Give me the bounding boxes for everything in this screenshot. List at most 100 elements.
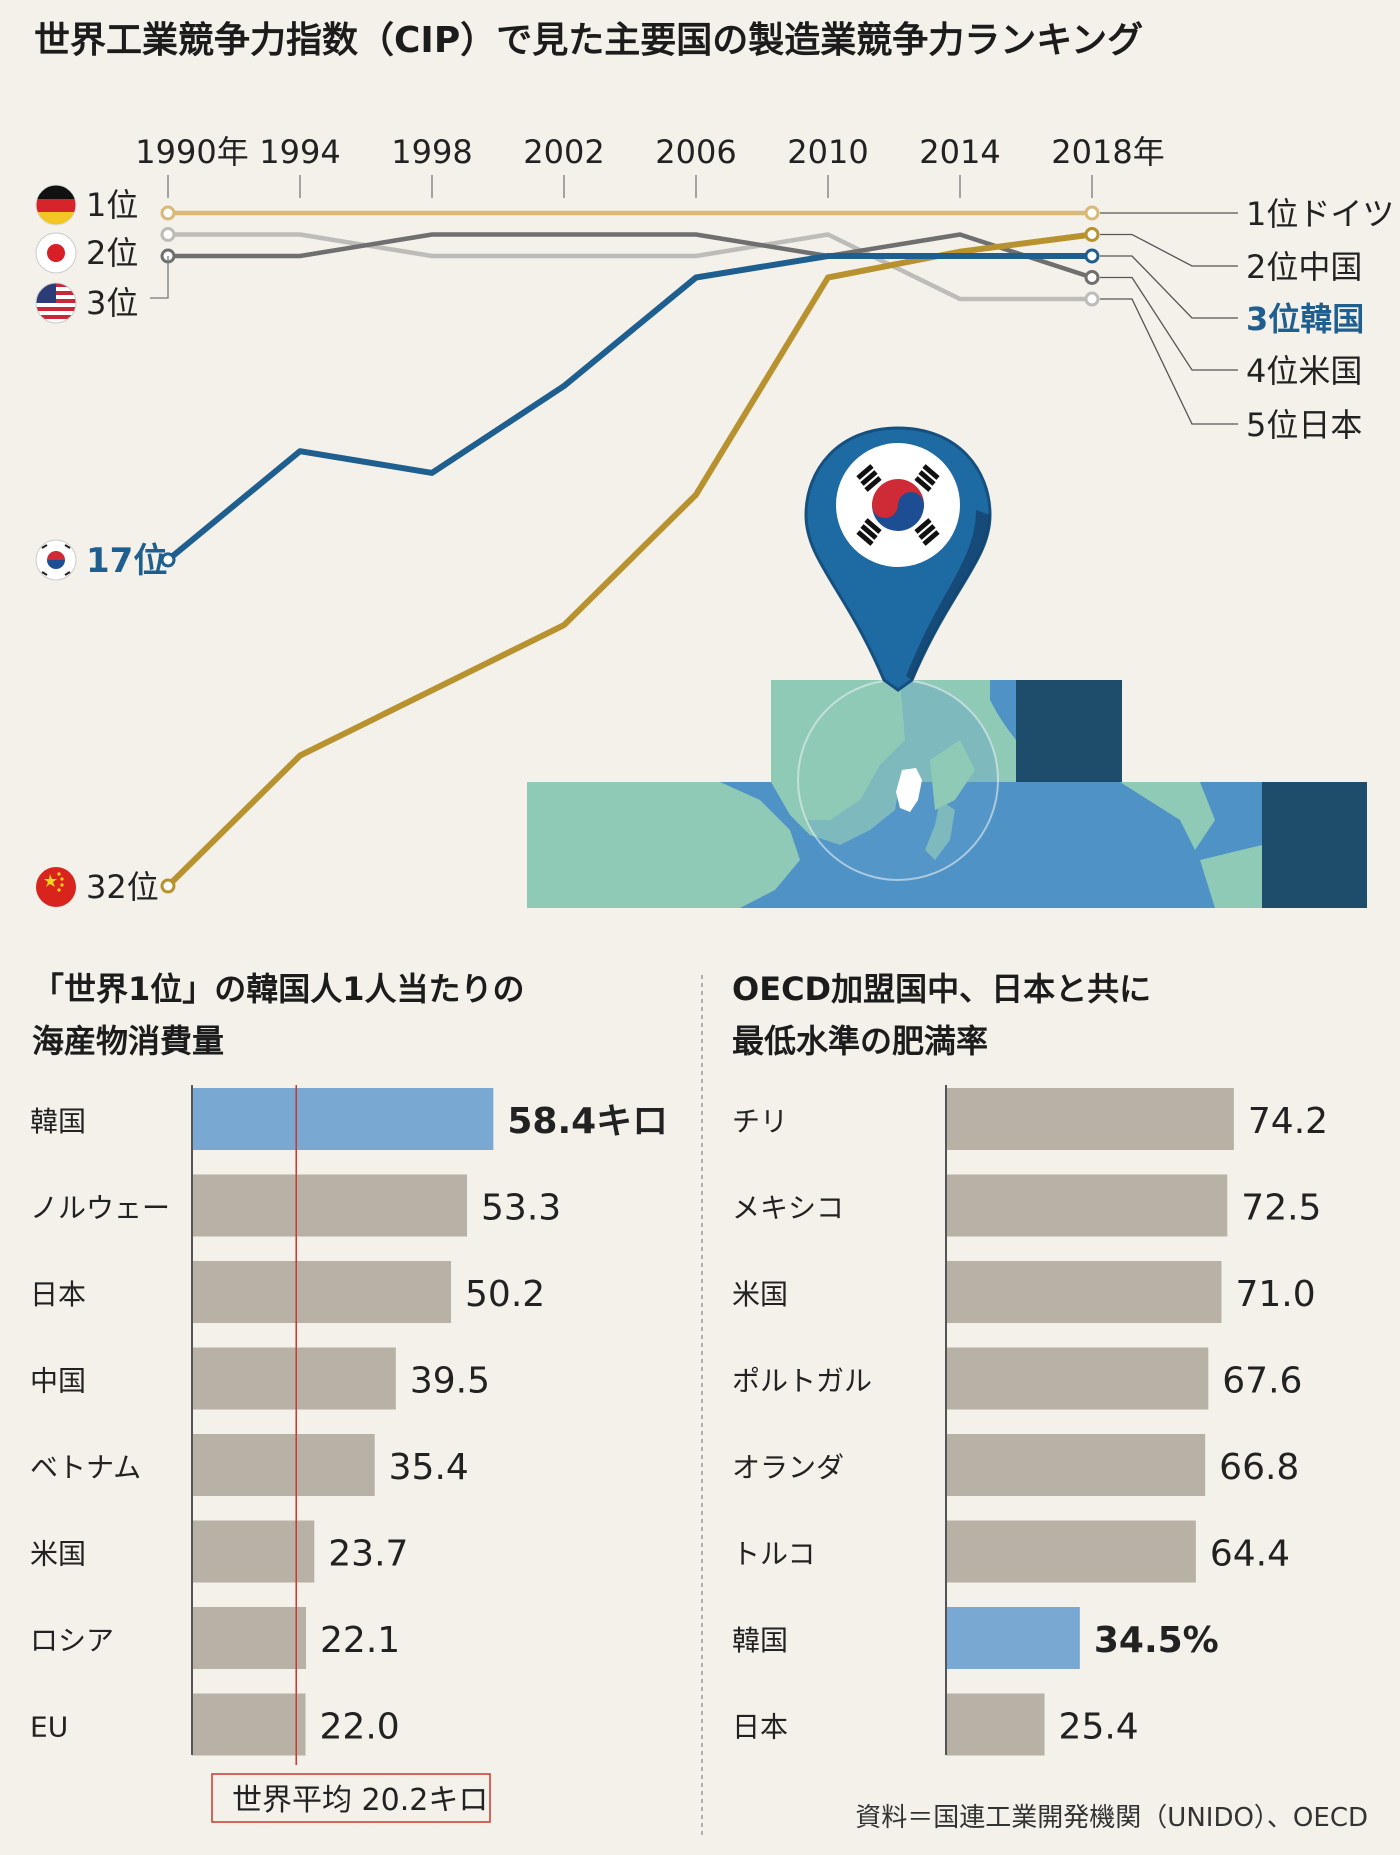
- x-tick-label-0: 1990年: [135, 133, 248, 171]
- series-point-japan-0: [160, 227, 176, 242]
- value-label-2-0: 74.2: [1248, 1101, 1328, 1142]
- bar-1-7: [192, 1693, 306, 1756]
- x-axis-ticks: 1990年 1994 1998 2002 2006 2010 2014 2018年: [135, 133, 1165, 198]
- series-point-germany-0: [160, 205, 176, 221]
- value-label-1-2: 50.2: [465, 1274, 545, 1315]
- series-line-usa: [168, 232, 1093, 280]
- seafood-chart-title-1: 「世界1位」の韓国人1人当たりの: [32, 970, 525, 1008]
- value-label-2-4: 66.8: [1219, 1447, 1299, 1488]
- value-label-2-2: 71.0: [1235, 1274, 1315, 1315]
- category-label-2-6: 韓国: [732, 1624, 788, 1657]
- start-label-1: 1位: [86, 186, 138, 224]
- category-label-1-2: 日本: [30, 1278, 86, 1311]
- value-label-1-4: 35.4: [389, 1447, 469, 1488]
- category-label-1-0: 韓国: [30, 1105, 86, 1138]
- series-point-china-0: [160, 878, 176, 894]
- series-line-japan: [168, 232, 1092, 302]
- bar-2-0: [946, 1088, 1234, 1150]
- category-label-2-0: チリ: [732, 1105, 788, 1138]
- value-label-2-6: 34.5%: [1094, 1620, 1219, 1661]
- category-label-2-4: オランダ: [732, 1451, 844, 1484]
- category-label-1-4: ベトナム: [30, 1451, 141, 1484]
- series-point-usa-7: [1084, 270, 1100, 285]
- germany-flag-icon: [36, 185, 76, 225]
- start-label-32: 32位: [86, 868, 159, 906]
- bar-1-1: [192, 1174, 468, 1237]
- value-label-1-3: 39.5: [410, 1361, 490, 1402]
- end-labels: 1位ドイツ 2位中国 3位韓国 4位米国 5位日本: [150, 195, 1394, 444]
- bar-1-2: [192, 1261, 452, 1323]
- obesity-chart-title-1: OECD加盟国中、日本と共に: [732, 970, 1151, 1008]
- ranking-line-chart: 1990年 1994 1998 2002 2006 2010 2014 2018年 1位ドイツ…: [135, 133, 1394, 894]
- bar-2-7: [946, 1693, 1045, 1756]
- world-average-label: 世界平均 20.2キロ: [232, 1783, 488, 1818]
- x-tick-label-5: 2010: [787, 133, 868, 171]
- end-label-3: 4位米国: [1246, 352, 1362, 390]
- end-label-1: 2位中国: [1246, 248, 1362, 286]
- bar-2-1: [946, 1174, 1228, 1237]
- category-label-2-2: 米国: [732, 1278, 788, 1311]
- start-labels: 1位 2位 3位: [35, 184, 167, 907]
- map-illustration: [527, 679, 1367, 908]
- korea-location-pin: [804, 426, 992, 692]
- category-label-2-1: メキシコ: [732, 1192, 844, 1225]
- korea-flag-icon: [35, 539, 77, 581]
- ranking-lines: [160, 205, 1100, 894]
- x-tick-label-2: 1998: [391, 133, 472, 171]
- start-connector: [150, 256, 169, 299]
- source-note: 資料＝国連工業開発機関（UNIDO）、OECD: [855, 1803, 1368, 1833]
- bar-2-2: [946, 1261, 1222, 1323]
- obesity-chart: OECD加盟国中、日本と共に 最低水準の肥満率 チリ 74.2 メキシコ 72.5 米国…: [732, 970, 1328, 1756]
- series-point-korea-7: [1084, 248, 1100, 264]
- series-point-japan-7: [1084, 291, 1100, 307]
- bar-1-3: [192, 1347, 396, 1410]
- start-label-3: 3位: [86, 284, 138, 322]
- value-label-2-5: 64.4: [1210, 1534, 1290, 1575]
- x-tick-label-1: 1994: [259, 133, 340, 171]
- category-label-2-7: 日本: [732, 1711, 788, 1744]
- obesity-chart-title-2: 最低水準の肥満率: [732, 1022, 988, 1060]
- category-label-1-1: ノルウェー: [30, 1192, 170, 1225]
- end-connector-3: [1100, 276, 1238, 371]
- bar-1-5: [192, 1520, 315, 1583]
- end-connector-2: [1100, 255, 1238, 319]
- bar-2-6: [946, 1607, 1080, 1669]
- usa-flag-icon: [36, 283, 76, 323]
- bar-2-4: [946, 1434, 1206, 1496]
- x-tick-label-6: 2014: [919, 133, 1000, 171]
- series-point-china-7: [1084, 227, 1100, 242]
- end-label-0: 1位ドイツ: [1246, 195, 1394, 233]
- x-tick-label-4: 2006: [655, 133, 736, 171]
- bar-1-0: [192, 1088, 494, 1150]
- bar-1-6: [192, 1607, 307, 1669]
- x-tick-label-3: 2002: [523, 133, 604, 171]
- category-label-2-5: トルコ: [732, 1538, 815, 1571]
- value-label-1-6: 22.1: [320, 1620, 400, 1661]
- value-label-2-7: 25.4: [1059, 1707, 1139, 1748]
- category-label-1-7: EU: [30, 1711, 68, 1744]
- end-label-4: 5位日本: [1246, 406, 1362, 444]
- category-label-2-3: ポルトガル: [732, 1365, 872, 1398]
- china-flag-icon: [36, 867, 76, 907]
- bar-2-3: [946, 1347, 1209, 1410]
- bar-2-5: [946, 1520, 1196, 1583]
- value-label-1-7: 22.0: [320, 1707, 400, 1748]
- category-label-1-6: ロシア: [30, 1624, 114, 1657]
- end-label-2: 3位韓国: [1246, 300, 1364, 338]
- category-label-1-3: 中国: [30, 1365, 86, 1398]
- world-average-box: [211, 1773, 491, 1823]
- korea-map-highlight: [896, 768, 922, 812]
- series-line-korea: [166, 253, 1092, 563]
- value-label-1-1: 53.3: [481, 1188, 561, 1229]
- start-label-2: 2位: [86, 234, 138, 272]
- start-label-17: 17位: [86, 541, 167, 581]
- x-tick-label-7: 2018年: [1051, 133, 1164, 171]
- value-label-2-3: 67.6: [1222, 1361, 1302, 1402]
- page-title: 世界工業競争力指数（CIP）で見た主要国の製造業競争力ランキング: [34, 20, 1143, 61]
- category-label-1-5: 米国: [30, 1538, 86, 1571]
- seafood-chart-title-2: 海産物消費量: [32, 1022, 224, 1060]
- end-connector-1: [1100, 233, 1238, 267]
- value-label-1-5: 23.7: [328, 1534, 408, 1575]
